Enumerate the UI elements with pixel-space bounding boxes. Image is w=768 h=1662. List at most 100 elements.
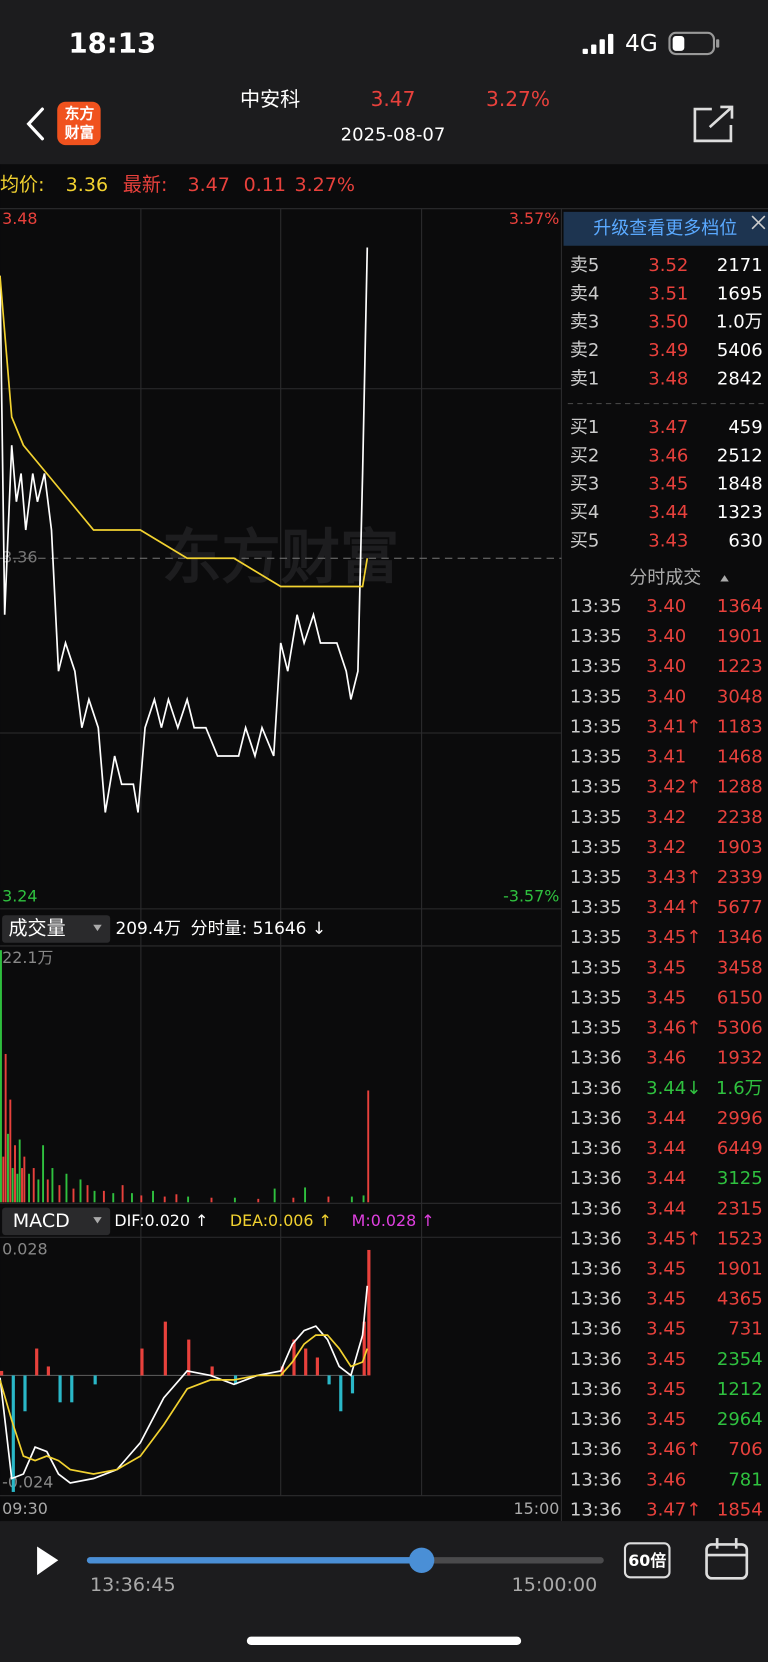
trade-price: 3.40 [646, 596, 686, 617]
trade-price: 3.45↑ [646, 927, 701, 948]
logo-text: 财富 [65, 123, 95, 141]
book-level: 卖4 [570, 283, 599, 304]
progress-knob[interactable] [408, 1547, 435, 1574]
book-volume: 5406 [717, 340, 763, 361]
speed-button[interactable] [623, 1542, 671, 1579]
book-level: 买1 [570, 417, 599, 438]
trade-time: 13:36 [570, 1078, 622, 1099]
dea-label: DEA:0.006 ↑ [230, 1211, 332, 1230]
volume-bar [152, 1190, 154, 1203]
volume-bar [86, 1185, 89, 1203]
share-button[interactable] [693, 105, 734, 143]
trade-time: 13:36 [570, 1108, 622, 1129]
trade-price: 3.44 [646, 1198, 686, 1219]
book-level: 买2 [570, 445, 599, 466]
volume-bar [58, 1185, 61, 1203]
volume-bar [65, 1173, 68, 1203]
sort-arrow [720, 575, 729, 582]
volume-selector[interactable] [2, 915, 111, 943]
trade-price: 3.44 [646, 1138, 686, 1159]
trade-price: 3.45 [646, 1379, 686, 1400]
volume-bar [18, 1139, 21, 1203]
book-volume: 2171 [717, 255, 763, 276]
trade-price: 3.40 [646, 626, 686, 647]
volume-bar [187, 1196, 190, 1203]
latest-change: 0.11 [244, 174, 286, 196]
macd-bar [210, 1366, 214, 1376]
home-indicator [246, 1636, 522, 1646]
y2-tick-label: -3.57% [503, 887, 559, 906]
trade-volume: 3048 [717, 686, 763, 707]
trade-volume: 6449 [717, 1138, 763, 1159]
volume-bar [210, 1197, 213, 1203]
volume-bar [140, 1195, 143, 1203]
volume-bar [367, 1090, 370, 1203]
price-line [0, 275, 369, 588]
book-price: 3.48 [648, 368, 688, 389]
y-tick-label: 22.1万 [2, 948, 53, 967]
upgrade-text: 升级查看更多档位 [593, 218, 737, 239]
volume-bar [37, 1179, 40, 1203]
volume-bar [233, 1197, 236, 1203]
trade-price: 3.45 [646, 1319, 686, 1340]
trade-time: 13:36 [570, 1409, 622, 1430]
trade-price: 3.42 [646, 807, 686, 828]
trade-volume: 2315 [717, 1198, 763, 1219]
upgrade-banner[interactable] [563, 211, 768, 246]
progress-fill [86, 1557, 422, 1564]
trade-time: 13:36 [570, 1228, 622, 1249]
trade-price: 3.40 [646, 656, 686, 677]
dif-label: DIF:0.020 ↑ [114, 1211, 208, 1230]
calendar-button[interactable] [705, 1538, 749, 1580]
macd-bar [70, 1375, 74, 1403]
close-banner[interactable] [751, 215, 766, 230]
book-price: 3.50 [648, 312, 688, 333]
trade-price: 3.45 [646, 1349, 686, 1370]
y-tick-label: 3.36 [2, 548, 37, 567]
trade-time: 13:35 [570, 927, 622, 948]
network-type: 4G [625, 30, 658, 57]
volume-bar [42, 1145, 45, 1203]
trade-price: 3.44 [646, 1108, 686, 1129]
book-level: 卖1 [570, 368, 599, 389]
dropdown-arrow [93, 924, 102, 932]
book-level: 卖2 [570, 340, 599, 361]
volume-bar [72, 1188, 75, 1203]
book-volume: 1323 [717, 502, 763, 523]
volume-bar [163, 1196, 166, 1203]
book-price: 3.49 [648, 340, 688, 361]
trade-price: 3.43↑ [646, 867, 701, 888]
volume-bar [14, 1145, 16, 1203]
back-button[interactable] [26, 107, 44, 141]
volume-bar [51, 1168, 54, 1203]
volume-bar [2, 1156, 5, 1203]
trade-volume: 1.6万 [716, 1078, 763, 1099]
avg-label: 均价: [0, 174, 45, 196]
trade-price: 3.46↑ [646, 1018, 701, 1039]
indicator-selector[interactable] [2, 1207, 111, 1236]
dropdown-arrow [93, 1217, 102, 1224]
volume-bar [79, 1179, 82, 1203]
signal-icon [582, 33, 614, 55]
volume-bar [46, 1179, 49, 1203]
macd-bar [11, 1375, 15, 1492]
book-price: 3.51 [648, 283, 688, 304]
dea-line [0, 1334, 369, 1475]
macd-bar [350, 1375, 355, 1394]
trade-time: 13:35 [570, 897, 622, 918]
book-volume: 459 [728, 417, 762, 438]
book-level: 买5 [570, 531, 599, 552]
trade-price: 3.45 [646, 1289, 686, 1310]
play-button[interactable] [37, 1546, 59, 1576]
battery-icon [668, 31, 720, 56]
trade-volume: 1364 [717, 596, 763, 617]
trade-price: 3.46↑ [646, 1439, 701, 1460]
macd-bar [327, 1375, 331, 1385]
replay-date: 2025-08-07 [341, 125, 446, 146]
trade-volume: 1346 [717, 927, 763, 948]
macd-bar [35, 1348, 39, 1376]
trade-volume: 5306 [717, 1018, 763, 1039]
trade-price: 3.47↑ [646, 1499, 701, 1520]
volume-bar [102, 1190, 105, 1203]
volume-bar [0, 950, 2, 1203]
